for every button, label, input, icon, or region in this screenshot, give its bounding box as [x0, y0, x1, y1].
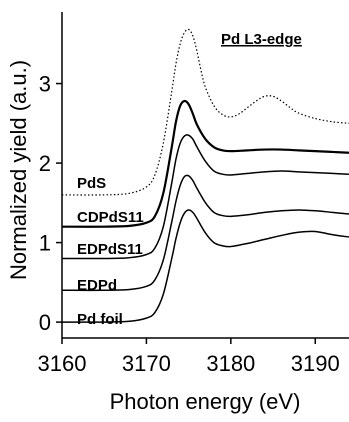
x-tick-label: 3160: [38, 351, 87, 376]
x-tick-label: 3190: [291, 351, 340, 376]
x-tick-label: 3170: [122, 351, 171, 376]
series-label-pds: PdS: [77, 175, 106, 192]
series-label-cdpds11: CDPdS11: [77, 209, 144, 226]
y-axis-label: Normalized yield (a.u.): [6, 60, 31, 280]
series-line-cdpds11: [62, 101, 349, 227]
y-tick-label: 1: [39, 231, 51, 256]
series-label-pd-foil: Pd foil: [77, 311, 123, 328]
chart-title: Pd L3-edge: [221, 31, 302, 48]
series-label-edpds11: EDPdS11: [77, 241, 143, 258]
series-line-pds: [62, 29, 349, 195]
series-label-edpd: EDPd: [77, 277, 117, 294]
y-tick-label: 2: [39, 151, 51, 176]
x-tick-label: 3180: [206, 351, 255, 376]
y-tick-label: 3: [39, 72, 51, 97]
x-axis-label: Photon energy (eV): [110, 389, 301, 414]
y-tick-label: 0: [39, 310, 51, 335]
series-line-edpds11: [62, 135, 349, 259]
